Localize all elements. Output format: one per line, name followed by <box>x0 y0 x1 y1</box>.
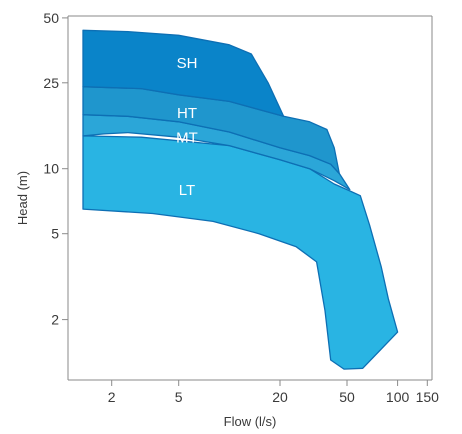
region-sh <box>82 29 285 117</box>
y-axis-title: Head (m) <box>15 171 30 225</box>
region-lt <box>82 135 399 370</box>
x-tick-label-150: 150 <box>416 389 440 405</box>
region-label-sh: SH <box>177 55 198 72</box>
x-tick-label-50: 50 <box>339 389 355 405</box>
region-label-lt: LT <box>179 182 195 199</box>
labels-layer: LT MT HT SH <box>176 55 198 199</box>
y-tick-label-5: 5 <box>51 226 59 242</box>
regions-layer <box>82 29 399 370</box>
region-label-mt: MT <box>176 129 198 146</box>
y-tick-label-50: 50 <box>43 10 59 26</box>
x-tick-label-2: 2 <box>108 389 116 405</box>
y-tick-label-25: 25 <box>43 75 59 91</box>
y-tick-label-10: 10 <box>43 161 59 177</box>
region-label-ht: HT <box>177 105 197 122</box>
x-tick-label-5: 5 <box>175 389 183 405</box>
x-tick-label-100: 100 <box>386 389 410 405</box>
x-tick-label-20: 20 <box>272 389 288 405</box>
y-tick-label-2: 2 <box>51 312 59 328</box>
x-axis-title: Flow (l/s) <box>224 414 277 429</box>
